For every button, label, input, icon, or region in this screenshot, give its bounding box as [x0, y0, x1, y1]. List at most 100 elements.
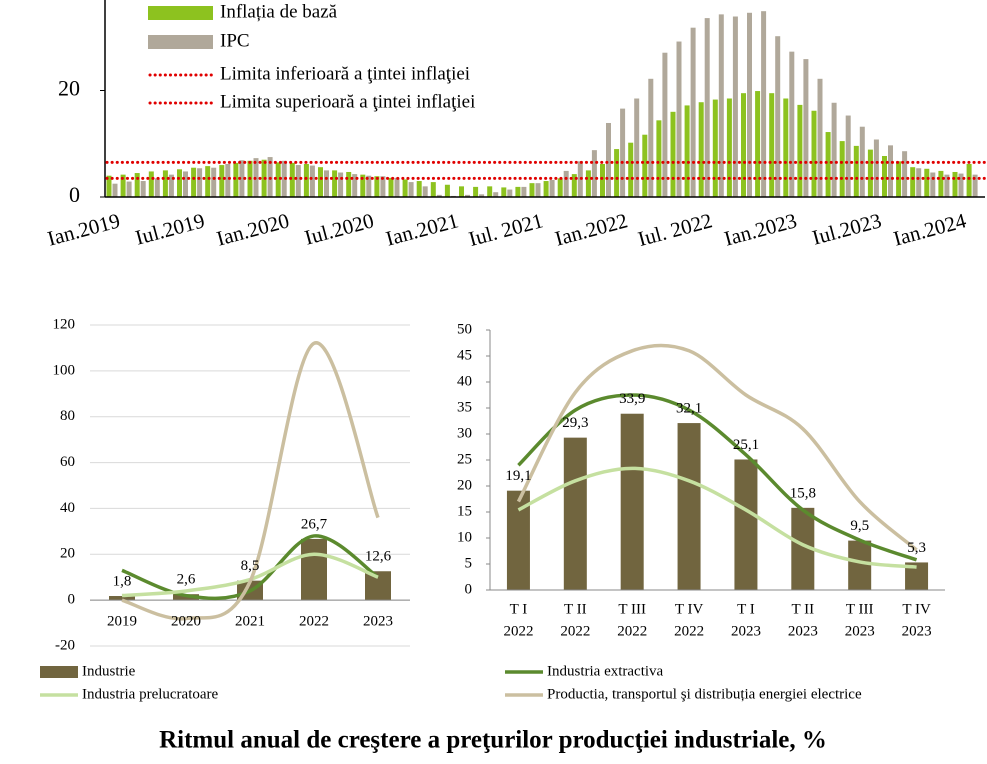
bar	[755, 91, 761, 197]
bar	[529, 183, 535, 197]
data-label: 1,8	[113, 573, 132, 589]
y-tick-label: 20	[60, 546, 75, 562]
bar	[563, 170, 569, 197]
bar	[219, 165, 225, 197]
y-tick-label: 40	[60, 500, 75, 516]
bar	[360, 174, 366, 197]
x-tick-label: T IV	[675, 601, 704, 617]
x-tick-label: Ian.2020	[214, 208, 292, 250]
bar	[761, 11, 767, 198]
bar	[352, 174, 358, 197]
bar	[831, 102, 837, 197]
x-tick-label: T I	[510, 601, 528, 617]
y-tick-label: 25	[457, 451, 472, 467]
data-label: 25,1	[733, 437, 759, 453]
bar	[867, 149, 873, 197]
bar	[473, 186, 479, 197]
data-label: 9,5	[850, 518, 869, 534]
bar	[634, 98, 640, 197]
bar	[162, 170, 168, 197]
y-tick-label: 120	[53, 316, 76, 332]
bar	[620, 413, 644, 590]
bar	[817, 78, 823, 197]
bar	[112, 183, 118, 197]
bar	[734, 459, 758, 590]
bar	[197, 168, 203, 197]
bar	[120, 174, 126, 197]
legend-label: Industria prelucratoare	[82, 686, 219, 702]
data-label: 19,1	[505, 468, 531, 484]
bar	[416, 181, 422, 197]
bar	[614, 149, 620, 197]
bar	[557, 178, 563, 197]
bar	[465, 194, 470, 197]
bar	[408, 182, 414, 197]
bar	[747, 12, 752, 197]
y-tick-label: 20	[58, 76, 80, 101]
bar	[916, 168, 922, 197]
bar	[591, 150, 597, 197]
bar	[656, 120, 662, 197]
x-tick-label: Ian.2024	[891, 208, 969, 250]
bar	[191, 167, 197, 197]
bar	[972, 174, 978, 197]
bar	[620, 108, 626, 197]
bar	[783, 98, 789, 197]
bar	[289, 162, 295, 197]
bar	[670, 111, 676, 197]
x-tick-label: 2023	[731, 623, 761, 639]
x-tick-label: Ian.2022	[552, 208, 630, 250]
bar	[789, 51, 795, 197]
bar	[233, 162, 239, 197]
bar	[684, 105, 690, 197]
bar	[585, 170, 591, 197]
bar	[444, 184, 450, 197]
bar	[944, 174, 950, 197]
bar	[493, 192, 499, 197]
bar	[732, 16, 738, 198]
x-tick-label: T IV	[902, 601, 931, 617]
y-tick-label: 20	[457, 477, 472, 493]
bar	[571, 174, 577, 197]
data-label: 5,3	[907, 540, 926, 556]
x-tick-label: Iul. 2022	[635, 208, 714, 251]
bar	[905, 562, 929, 590]
bar	[380, 176, 386, 197]
legend-swatch	[40, 666, 78, 678]
bar	[628, 142, 634, 197]
bar	[930, 172, 936, 197]
bar	[106, 175, 112, 197]
x-tick-label: Iul. 2021	[466, 208, 545, 251]
x-tick-label: 2023	[788, 623, 818, 639]
x-tick-label: Iul.2019	[133, 208, 207, 249]
x-tick-label: 2022	[674, 623, 704, 639]
y-tick-label: 45	[457, 347, 472, 363]
data-label: 8,5	[241, 558, 260, 574]
bar	[374, 176, 380, 197]
bar	[140, 181, 146, 197]
bar	[211, 167, 217, 197]
x-tick-label: 2023	[363, 613, 393, 629]
bar	[332, 170, 338, 197]
data-label: 29,3	[562, 415, 588, 431]
bar	[366, 175, 372, 197]
y-tick-label: 100	[53, 362, 76, 378]
line-series	[121, 341, 380, 621]
bar	[924, 168, 930, 197]
y-tick-label: 35	[457, 399, 472, 415]
bar	[515, 186, 521, 197]
bar	[902, 151, 908, 197]
bar	[422, 186, 428, 197]
bar	[501, 187, 507, 197]
bar	[563, 437, 587, 590]
bar	[600, 163, 605, 197]
x-tick-label: 2021	[235, 613, 265, 629]
bar	[662, 52, 668, 197]
line-series	[516, 343, 918, 552]
bar	[690, 27, 696, 197]
data-label: 33,9	[619, 391, 645, 407]
bar	[309, 165, 315, 197]
x-tick-label: Iul.2023	[810, 208, 884, 249]
x-tick-label: T III	[846, 601, 874, 617]
bar	[506, 490, 530, 590]
